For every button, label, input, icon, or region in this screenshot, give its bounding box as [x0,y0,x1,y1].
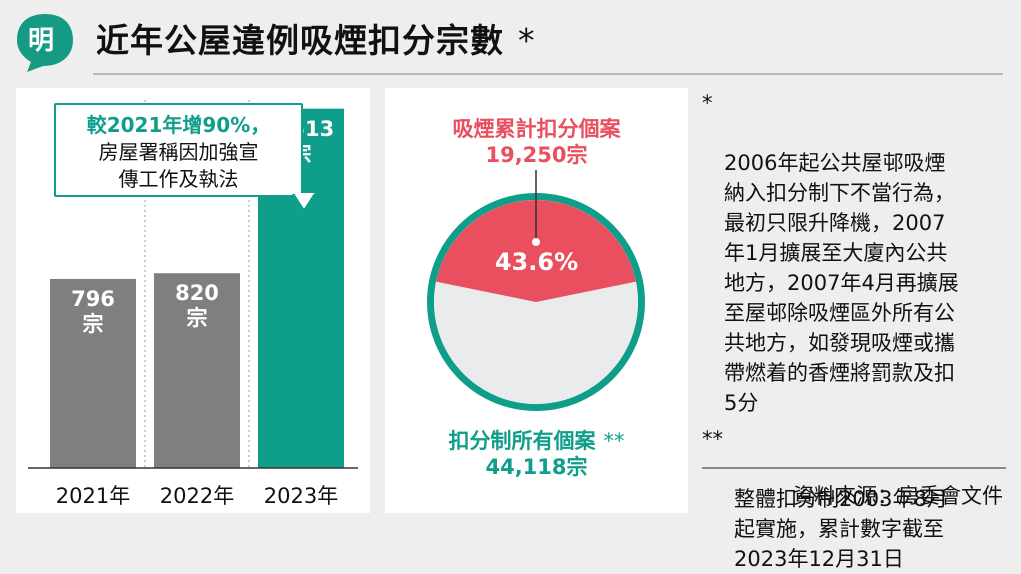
x-tick-label-2022: 2022年 [159,484,235,508]
pie-bottom-marker: ** [603,429,625,453]
bar-value-number: 796 [71,286,115,311]
page-title: 近年公屋違例吸煙扣分宗數 * [96,14,536,62]
x-tick-label-2023: 2023年 [263,484,339,508]
pie-top-value: 19,250宗 [485,143,588,167]
pie-slice-smoking [436,200,636,302]
annotation-highlight: 較2021年增90%， [86,113,271,137]
callout-pointer [291,193,317,214]
footnote-2-marker: ** [702,427,723,451]
footnote-1: * 2006年起公共屋邨吸煙 納入扣分制下不當行為， 最初只限升降機，2007 … [702,88,1008,418]
footnote-1-text: 2006年起公共屋邨吸煙 納入扣分制下不當行為， 最初只限升降機，2007 年1… [724,151,959,415]
pie-bottom-title-row: 扣分制所有個案 ** [385,428,688,454]
bar-2022年 [154,273,240,468]
infographic: 明 近年公屋違例吸煙扣分宗數 * 796 宗 820 宗 1,513 宗 2021… [16,14,1008,571]
pie-top-title: 吸煙累計扣分個案 [452,117,621,141]
title-footnote-marker: * [518,21,536,60]
pie-slice-percent-label: 43.6% [494,248,579,276]
pie-bottom-value: 44,118宗 [485,455,588,479]
annotation-callout: 較2021年增90%， 房屋署稱因加強宣 傳工作及執法 [54,103,303,197]
logo-text: 明 [27,26,54,56]
bar-value-label-2021: 796 宗 [48,287,138,337]
annotation-text: 房屋署稱因加強宣 傳工作及執法 [98,140,259,191]
bar-value-unit: 宗 [186,306,208,331]
footnote-1-marker: * [702,91,713,115]
bar-chart-panel: 796 宗 820 宗 1,513 宗 2021年 2022年 2023年 較2… [16,88,370,513]
x-tick-label-2021: 2021年 [55,484,131,508]
bar-value-number: 820 [175,281,219,306]
newspaper-logo-icon [17,14,73,72]
pie-leader-dot [532,238,540,246]
pie-top-label: 吸煙累計扣分個案 19,250宗 [385,116,688,168]
bar-value-unit: 宗 [82,311,104,336]
title-text: 近年公屋違例吸煙扣分宗數 [96,21,504,60]
pie-chart [427,170,645,411]
title-divider [93,73,1003,75]
pie-chart-panel: 吸煙累計扣分個案 19,250宗 43.6% 扣分制所有個案 ** 44,118宗 [385,88,688,513]
pie-bottom-title: 扣分制所有個案 [448,429,596,453]
source-credit: 資料來源：房委會文件 [793,484,1003,508]
bar-value-label-2022: 820 宗 [152,281,242,331]
bar-2021年 [50,278,136,468]
notes-divider [702,467,1006,469]
pie-bottom-label: 扣分制所有個案 ** 44,118宗 [385,428,688,480]
